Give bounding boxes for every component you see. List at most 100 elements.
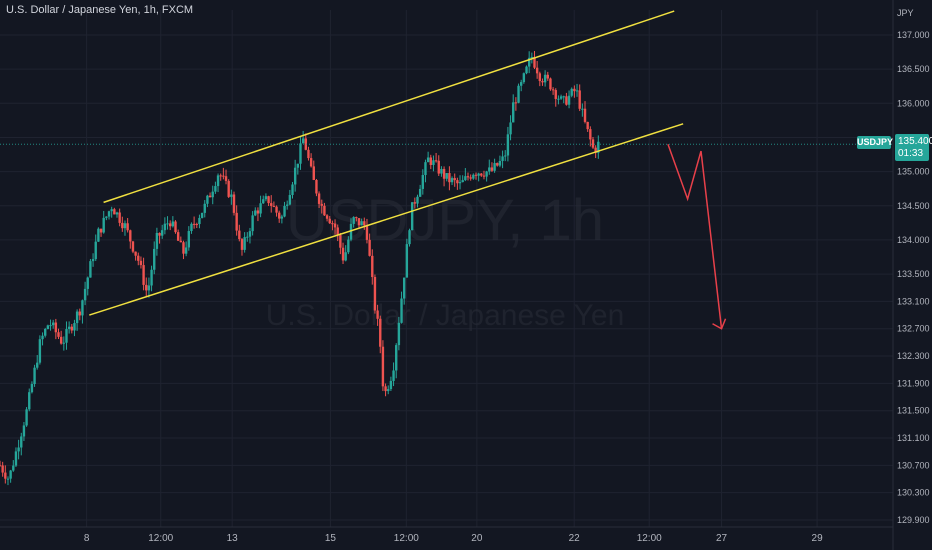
candle-body: [466, 176, 470, 178]
candle-body: [70, 326, 73, 331]
y-tick-label: 130.700: [897, 460, 930, 470]
candle-body: [246, 236, 249, 238]
candle-body: [131, 241, 135, 252]
candle-body: [59, 336, 63, 344]
candle-body: [179, 240, 183, 243]
candle-body: [182, 242, 185, 254]
candle-body: [118, 212, 121, 223]
candle-body: [387, 389, 390, 392]
candle-body: [405, 244, 409, 278]
candle-body: [477, 173, 480, 176]
candle-body: [105, 216, 108, 218]
candle-body: [355, 217, 358, 219]
candle-body: [349, 223, 353, 240]
candle-body: [517, 85, 520, 103]
drawings: [89, 10, 727, 330]
candle-body: [538, 73, 542, 82]
candle-body: [591, 139, 595, 148]
candle-body: [450, 178, 454, 183]
candle-body: [121, 222, 124, 229]
candle-body: [331, 223, 334, 225]
candle-body: [216, 175, 220, 187]
candle-body: [30, 384, 34, 393]
candle-body: [161, 230, 164, 236]
candle-body: [320, 203, 323, 206]
candle-body: [171, 221, 175, 227]
candle-body: [309, 158, 313, 167]
candle-body: [323, 205, 326, 216]
candle-body: [22, 425, 26, 437]
candle-body: [110, 209, 113, 212]
time-axis[interactable]: 8 12:00 13 15 12:00 20 22 12:00 27 29: [84, 533, 823, 544]
y-tick-label: 131.900: [897, 378, 930, 388]
candle-body: [203, 203, 206, 213]
candle-body: [418, 188, 422, 197]
candle-body: [573, 88, 576, 92]
candle-body: [176, 232, 180, 241]
y-tick-label: 136.500: [897, 64, 930, 74]
candle-body: [485, 171, 488, 177]
candle-body: [89, 261, 92, 278]
x-tick-label: 22: [569, 533, 581, 544]
candle-body: [570, 88, 573, 96]
candle-body: [299, 143, 302, 164]
candle-body: [163, 223, 167, 231]
candle-body: [543, 74, 547, 83]
x-tick-label: 8: [84, 533, 90, 544]
candle-body: [533, 56, 536, 68]
x-tick-label: 29: [812, 533, 824, 544]
candle-body: [134, 251, 137, 256]
candle-body: [33, 367, 36, 385]
projection-arrow: [667, 144, 723, 329]
candle-body: [166, 223, 169, 225]
candle-body: [365, 225, 369, 240]
candle-body: [442, 168, 446, 179]
candle-body: [472, 174, 475, 179]
symbol-tag: USDJPY: [857, 136, 894, 149]
candle-body: [347, 239, 350, 253]
x-tick-label: 12:00: [637, 533, 662, 544]
candle-body: [142, 265, 145, 285]
x-tick-label: 15: [325, 533, 337, 544]
candle-body: [150, 269, 153, 286]
candle-body: [589, 129, 592, 140]
candle-body: [174, 221, 177, 233]
candle-body: [551, 89, 555, 91]
candle-body: [336, 227, 339, 236]
candle-body: [448, 173, 451, 183]
candle-body: [565, 96, 568, 105]
candle-body: [137, 255, 140, 261]
candle-body: [238, 230, 241, 240]
candle-body: [283, 205, 286, 217]
candle-body: [480, 173, 483, 176]
candle-body: [78, 311, 81, 316]
candle-body: [408, 230, 411, 245]
candle-body: [562, 96, 565, 98]
y-tick-label: 136.000: [897, 98, 930, 108]
candle-body: [397, 322, 401, 346]
candle-body: [512, 102, 515, 123]
candle-body: [384, 386, 387, 392]
chart-title: U.S. Dollar / Japanese Yen, 1h, FXCM: [6, 4, 194, 16]
y-tick-label: 132.700: [897, 324, 930, 334]
candle-body: [200, 212, 204, 218]
candle-body: [304, 138, 308, 150]
candle-body: [285, 204, 289, 206]
candle-body: [97, 228, 100, 242]
candle-body: [379, 318, 382, 347]
candle-body: [192, 223, 196, 225]
candle-body: [113, 209, 116, 215]
candle-body: [248, 231, 252, 237]
candle-body: [360, 221, 363, 226]
price-axis[interactable]: 137.000136.500136.000135.500135.000134.5…: [897, 30, 930, 525]
y-tick-label: 132.300: [897, 351, 930, 361]
candle-body: [541, 81, 544, 83]
candle-body: [429, 157, 432, 165]
candle-body: [115, 212, 119, 215]
watermark: USDJPY, 1h U.S. Dollar / Japanese Yen: [266, 188, 625, 332]
candle-body: [195, 224, 198, 226]
candle-body: [270, 203, 273, 206]
y-tick-label: 131.100: [897, 433, 930, 443]
candle-body: [469, 177, 472, 179]
